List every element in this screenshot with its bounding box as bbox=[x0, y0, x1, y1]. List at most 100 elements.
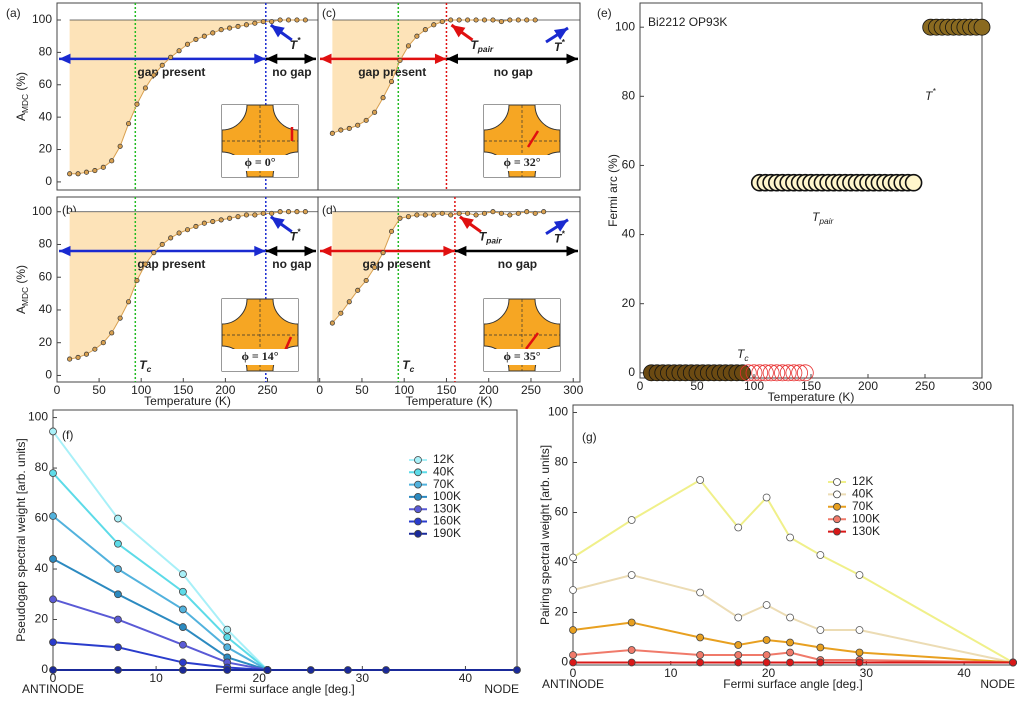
panel-label: (g) bbox=[582, 430, 597, 444]
point bbox=[235, 23, 241, 30]
point bbox=[285, 209, 292, 215]
point bbox=[49, 595, 57, 604]
point bbox=[734, 613, 743, 622]
point bbox=[734, 651, 743, 659]
point bbox=[184, 41, 191, 47]
point bbox=[159, 241, 165, 248]
x-tick-label: 250 bbox=[915, 379, 935, 393]
panel-label: (e) bbox=[597, 6, 612, 20]
legend-marker bbox=[414, 505, 422, 514]
label-part: pair bbox=[477, 44, 494, 54]
inset-label-box bbox=[230, 155, 290, 171]
legend-marker bbox=[833, 502, 841, 511]
point bbox=[498, 19, 504, 25]
point bbox=[372, 109, 378, 115]
y-tick-label: 100 bbox=[28, 410, 48, 424]
arrow-head bbox=[553, 28, 568, 40]
point bbox=[762, 493, 771, 502]
label-part: T bbox=[925, 89, 934, 103]
point bbox=[515, 210, 521, 216]
label: T* bbox=[925, 86, 936, 103]
y-tick-label: 100 bbox=[548, 405, 568, 419]
legend-label: 70K bbox=[433, 477, 454, 491]
point bbox=[397, 57, 403, 64]
point bbox=[734, 658, 743, 667]
legend-label: 12K bbox=[433, 452, 454, 466]
arrow-head bbox=[265, 245, 278, 257]
legend-label: 40K bbox=[433, 464, 454, 478]
x-tick-label: 0 bbox=[637, 379, 644, 393]
label-part: * bbox=[561, 37, 565, 47]
point bbox=[151, 72, 157, 78]
y-tick-label: 20 bbox=[39, 142, 53, 156]
point bbox=[210, 30, 216, 36]
series-line bbox=[52, 641, 268, 671]
point bbox=[100, 164, 106, 170]
point bbox=[176, 230, 182, 236]
point bbox=[569, 553, 577, 562]
point bbox=[92, 168, 98, 174]
point bbox=[786, 613, 794, 622]
point bbox=[388, 228, 395, 234]
y-tick-label: 80 bbox=[39, 45, 53, 59]
point bbox=[346, 299, 352, 305]
y-axis-label: Pseudogap spectral weight [arb. units] bbox=[14, 438, 28, 641]
point bbox=[179, 623, 187, 631]
arrow-head bbox=[270, 216, 285, 230]
y-tick-label: 60 bbox=[555, 505, 569, 519]
point bbox=[75, 171, 81, 177]
point bbox=[329, 130, 335, 136]
point bbox=[114, 666, 122, 674]
point bbox=[388, 78, 395, 85]
point bbox=[785, 364, 803, 382]
point bbox=[263, 666, 272, 674]
point bbox=[532, 17, 538, 23]
point bbox=[855, 658, 864, 667]
point bbox=[380, 250, 386, 256]
y-tick-label: 0 bbox=[628, 365, 635, 379]
point bbox=[302, 209, 308, 215]
point bbox=[762, 601, 771, 609]
point bbox=[696, 651, 705, 659]
x-end-label: NODE bbox=[980, 677, 1015, 691]
inset-cut bbox=[525, 332, 539, 350]
point bbox=[696, 633, 705, 642]
legend-marker bbox=[414, 492, 422, 501]
point bbox=[816, 626, 825, 634]
label-part: * bbox=[561, 229, 565, 239]
arrow-head bbox=[270, 25, 285, 38]
point bbox=[768, 364, 786, 382]
legend-marker bbox=[414, 517, 422, 526]
x-tick-label: 30 bbox=[356, 671, 370, 685]
point bbox=[465, 210, 471, 216]
inset-label: ϕ = 14° bbox=[241, 349, 278, 363]
y-tick-label: 40 bbox=[555, 555, 569, 569]
point bbox=[223, 666, 232, 674]
x-tick-label: 0 bbox=[316, 383, 323, 397]
point bbox=[269, 210, 275, 216]
point bbox=[151, 250, 157, 256]
x-tick-label: 150 bbox=[436, 383, 456, 397]
label-part: pair bbox=[485, 236, 502, 246]
panel-label: (f) bbox=[62, 428, 73, 442]
x-tick-label: 10 bbox=[664, 666, 678, 680]
point bbox=[355, 122, 361, 128]
point bbox=[363, 277, 369, 284]
label: T* bbox=[290, 35, 301, 52]
point bbox=[142, 85, 148, 91]
point bbox=[179, 605, 187, 614]
plot-frame bbox=[52, 409, 518, 671]
point bbox=[285, 17, 292, 23]
point bbox=[218, 217, 224, 223]
inset-label-box bbox=[492, 155, 552, 171]
y-tick-label: 80 bbox=[555, 455, 569, 469]
point bbox=[49, 555, 57, 563]
x-tick-label: 250 bbox=[257, 383, 277, 397]
inset-label: ϕ = 32° bbox=[503, 155, 540, 169]
x-tick-label: 50 bbox=[355, 383, 369, 397]
point bbox=[757, 364, 774, 382]
point bbox=[786, 648, 794, 657]
point bbox=[734, 364, 751, 382]
point bbox=[100, 340, 106, 346]
point bbox=[294, 209, 300, 215]
